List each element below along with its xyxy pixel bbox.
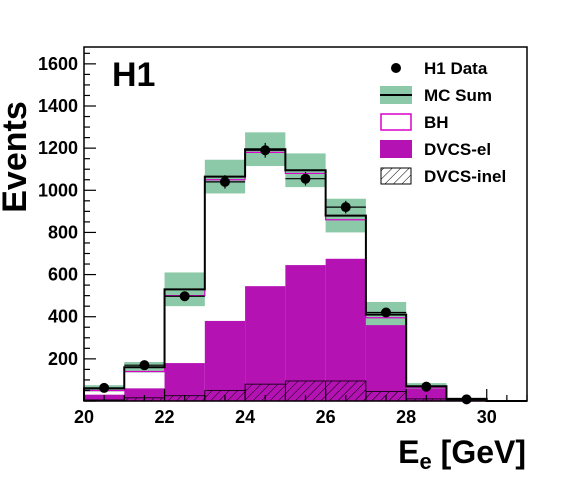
data-point	[260, 145, 271, 156]
data-point	[139, 360, 150, 371]
x-tick-label: 26	[316, 407, 336, 427]
data-point	[421, 381, 432, 392]
legend: H1 Data MC Sum BH DVCS-el DVCS-inel	[380, 59, 506, 186]
data-point	[219, 176, 230, 187]
x-tick-label: 20	[74, 407, 94, 427]
x-axis-title-main: E	[398, 434, 419, 470]
legend-swatch-dvcs-el	[380, 140, 412, 158]
legend-label: H1 Data	[424, 59, 488, 78]
plot-area	[83, 132, 527, 405]
y-tick-label: 400	[48, 307, 78, 327]
y-tick-label: 1200	[38, 138, 78, 158]
axis-ticks: 20 22 24 26 28 30 200 400 600 800 1000 1200 1400 1600	[38, 52, 528, 427]
dvcs-el-bar	[164, 363, 205, 401]
mc-sum-line	[83, 148, 527, 402]
x-axis-title-unit: [GeV]	[432, 434, 526, 470]
x-tick-label: 30	[477, 407, 497, 427]
legend-label: DVCS-el	[424, 140, 491, 159]
legend-label: DVCS-inel	[424, 167, 506, 186]
experiment-label: H1	[112, 56, 155, 94]
legend-label: BH	[424, 113, 449, 132]
data-point	[99, 382, 110, 393]
y-tick-label: 1600	[38, 54, 78, 74]
y-tick-label: 200	[48, 349, 78, 369]
dvcs-el-bar	[285, 265, 326, 401]
dvcs-el-bar	[365, 325, 407, 401]
data-point	[381, 307, 392, 318]
x-axis-title: Ee [GeV]	[398, 434, 526, 474]
dvcs-el-bar	[406, 388, 447, 401]
y-tick-label: 800	[48, 222, 78, 242]
legend-swatch-h1-data	[391, 63, 401, 73]
data-point	[300, 173, 311, 184]
data-point	[179, 291, 190, 302]
legend-swatch-bh	[380, 113, 412, 131]
dvcs-el-bar	[245, 286, 286, 401]
dvcs-el-bar	[325, 258, 366, 401]
y-tick-label: 600	[48, 265, 78, 285]
dvcs-el-bar	[204, 320, 246, 401]
legend-swatch-dvcs-inel	[380, 167, 412, 185]
x-tick-label: 28	[396, 407, 416, 427]
x-axis-title-subscript: e	[420, 449, 432, 474]
x-tick-label: 24	[235, 407, 255, 427]
y-tick-label: 1400	[38, 96, 78, 116]
legend-label: MC Sum	[424, 86, 492, 105]
y-axis-title: Events	[0, 101, 34, 213]
x-tick-label: 22	[155, 407, 175, 427]
y-tick-label: 1000	[38, 180, 78, 200]
data-point	[340, 202, 351, 213]
